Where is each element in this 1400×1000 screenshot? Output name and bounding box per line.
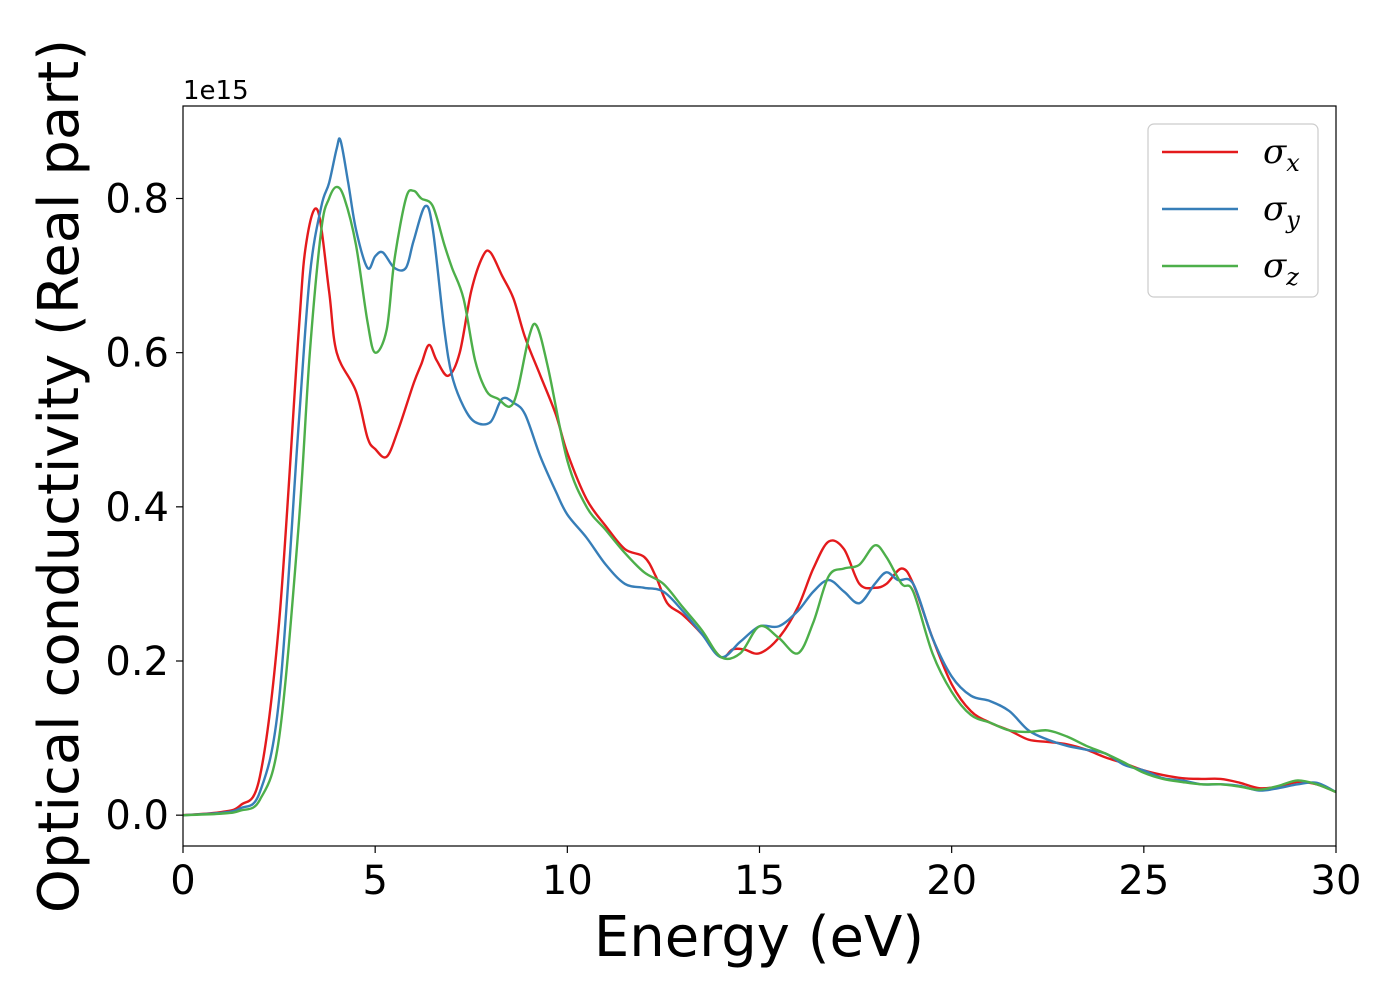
x-tick-label: 30 <box>1311 858 1362 904</box>
y-axis-ticks: 0.0 0.2 0.4 0.6 0.8 <box>105 177 183 839</box>
y-tick-label: 0.0 <box>105 793 169 839</box>
legend-label-y: σy <box>1263 189 1300 234</box>
x-tick-label: 5 <box>362 858 387 904</box>
series-lines <box>182 137 1337 817</box>
x-tick-label: 0 <box>170 858 195 904</box>
x-tick-label: 15 <box>734 858 785 904</box>
y-tick-label: 0.2 <box>105 639 169 685</box>
y-tick-label: 0.6 <box>105 331 169 377</box>
y-axis-title: Optical conductivity (Real part) <box>27 39 92 913</box>
x-tick-label: 25 <box>1118 858 1169 904</box>
legend-label-x: σx <box>1263 132 1300 177</box>
legend-box <box>1147 123 1319 298</box>
legend: σx σy σz <box>1147 123 1319 298</box>
x-axis-title: Energy (eV) <box>594 905 924 970</box>
x-tick-label: 10 <box>542 858 593 904</box>
x-tick-label: 20 <box>926 858 977 904</box>
x-axis-ticks: 0 5 10 15 20 25 30 <box>170 846 1361 904</box>
series-line-x <box>182 207 1337 817</box>
y-tick-label: 0.8 <box>105 177 169 223</box>
y-tick-label: 0.4 <box>105 485 169 531</box>
y-offset-label: 1e15 <box>183 76 249 106</box>
legend-label-z: σz <box>1263 246 1299 291</box>
series-line-z <box>182 185 1337 817</box>
series-line-y <box>182 137 1337 817</box>
